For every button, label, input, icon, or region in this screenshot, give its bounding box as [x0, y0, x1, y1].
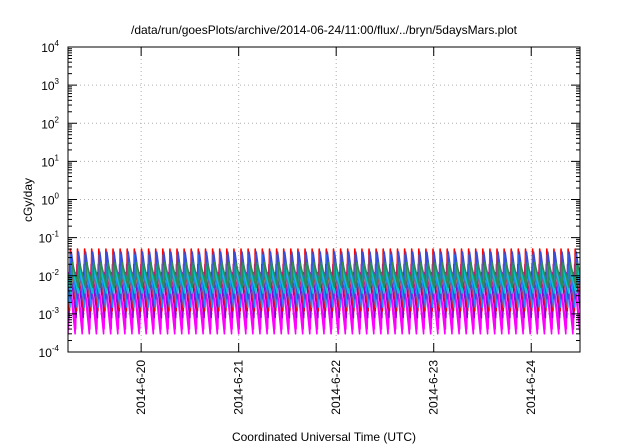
y-tick-label: 10-1 — [39, 230, 60, 246]
y-tick-label: 10-3 — [39, 306, 60, 322]
x-tick-label: 2014-6-22 — [329, 360, 343, 415]
y-tick-label: 100 — [41, 192, 59, 208]
data-series-group — [68, 248, 580, 335]
y-tick-label: 102 — [41, 115, 59, 131]
y-tick-label: 103 — [41, 77, 59, 93]
x-tick-label: 2014-6-24 — [524, 360, 538, 415]
x-axis-ticks: 2014-6-20 2014-6-21 2014-6-22 2014-6-23 2014… — [134, 47, 538, 415]
chart-title: /data/run/goesPlots/archive/2014-06-24/1… — [131, 23, 518, 37]
y-tick-label: 101 — [41, 153, 59, 169]
x-tick-label: 2014-6-23 — [427, 360, 441, 415]
y-tick-label: 10-2 — [39, 268, 60, 284]
y-tick-label: 10-4 — [39, 344, 60, 360]
y-tick-label: 104 — [41, 39, 59, 55]
y-axis-label: cGy/day — [21, 178, 35, 222]
series-line — [68, 261, 580, 288]
x-axis-label: Coordinated Universal Time (UTC) — [232, 430, 416, 444]
x-tick-label: 2014-6-20 — [134, 360, 148, 415]
y-axis-ticks: 10-4 10-3 10-2 10-1 100 101 102 103 104 — [39, 39, 580, 360]
x-tick-label: 2014-6-21 — [232, 360, 246, 415]
